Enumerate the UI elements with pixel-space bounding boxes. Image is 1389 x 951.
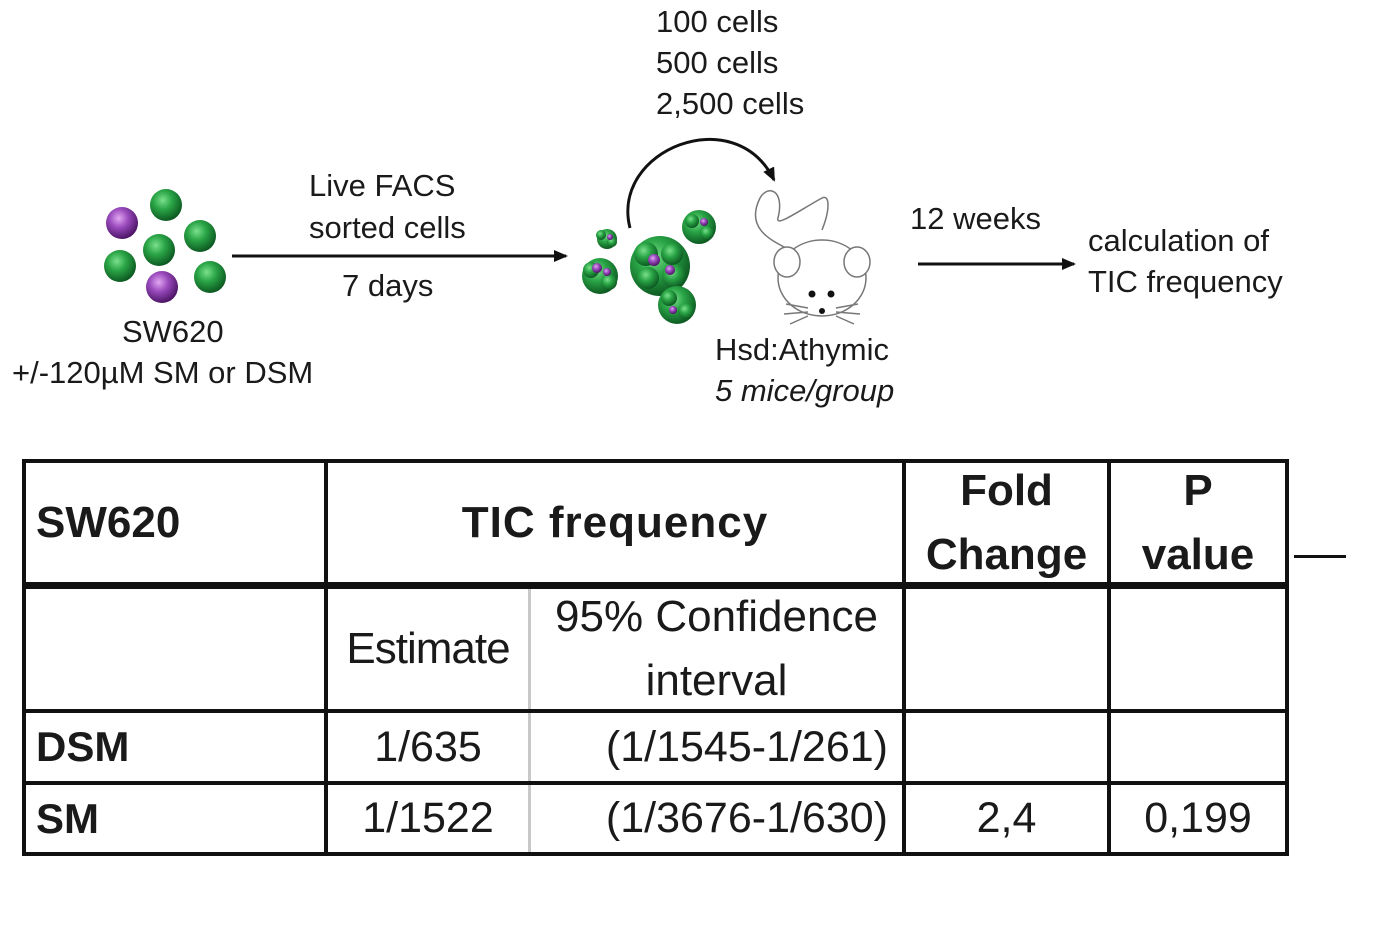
weeks-label: 12 weeks xyxy=(910,201,1041,236)
sort-duration: 7 days xyxy=(342,268,434,303)
sort-label-line1: Live FACS xyxy=(309,168,456,203)
injection-arrow xyxy=(626,138,776,229)
sm-fold-change: 2,4 xyxy=(976,794,1037,842)
header-p-value: P value xyxy=(1141,465,1255,579)
mouse-icon xyxy=(754,190,871,325)
row-label-dsm: DSM xyxy=(36,723,130,770)
result-line2: TIC frequency xyxy=(1088,264,1283,299)
dsm-fold-change xyxy=(906,713,1107,781)
subheader-confidence-interval: 95% Confidence interval xyxy=(555,592,878,705)
sm-estimate: 1/1522 xyxy=(362,794,494,842)
cell-count-2500: 2,500 cells xyxy=(656,86,805,121)
dsm-confidence-interval: (1/1545-1/261) xyxy=(605,722,888,771)
dsm-p-value xyxy=(1111,713,1285,781)
subheader-estimate: Estimate xyxy=(346,624,510,674)
sm-confidence-interval: (1/3676-1/630) xyxy=(605,794,888,842)
header-tic-frequency: TIC frequency xyxy=(461,497,769,547)
sm-p-value: 0,199 xyxy=(1144,794,1252,842)
workflow-diagram xyxy=(104,138,1076,325)
mouse-strain: Hsd:Athymic xyxy=(715,332,889,367)
dsm-estimate: 1/635 xyxy=(374,722,482,771)
cell-count-500: 500 cells xyxy=(656,45,779,80)
cell-cluster-icon xyxy=(104,189,226,303)
sort-label-line2: sorted cells xyxy=(309,210,466,245)
divider-line xyxy=(1294,555,1346,558)
source-name: SW620 xyxy=(122,314,224,349)
tic-frequency-table: SW620 TIC frequency Fold Change P value … xyxy=(22,459,1289,856)
row-label-sm: SM xyxy=(36,794,99,842)
header-sw620: SW620 xyxy=(36,497,181,547)
header-fold-change: Fold Change xyxy=(925,465,1088,579)
result-line1: calculation of xyxy=(1088,223,1269,258)
source-treatment: +/-120µM SM or DSM xyxy=(12,355,314,390)
spheroid-cluster-icon xyxy=(582,210,716,324)
mouse-group: 5 mice/group xyxy=(715,373,895,408)
cell-count-100: 100 cells xyxy=(656,4,779,39)
